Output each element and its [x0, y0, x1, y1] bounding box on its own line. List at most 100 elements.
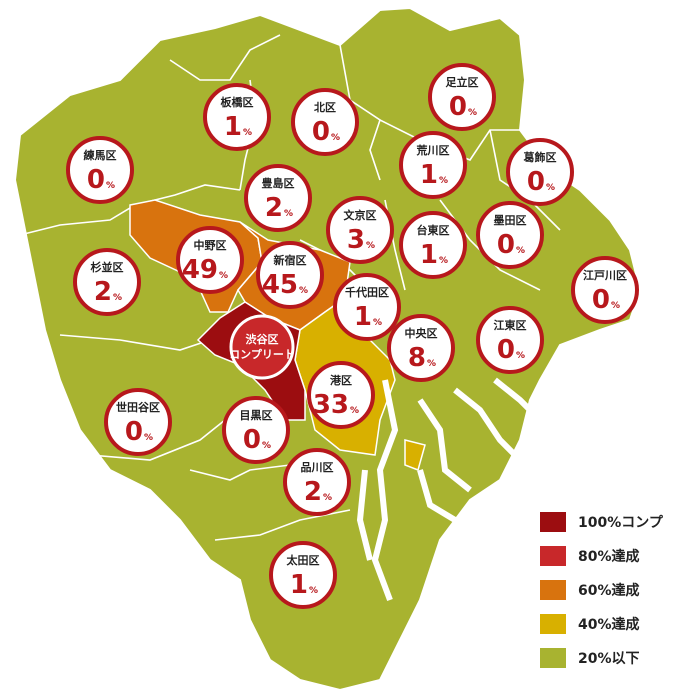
ward-circle	[269, 541, 337, 609]
ward-circle	[307, 361, 375, 429]
ward-badge-minato[interactable]: 港区 33%	[307, 361, 375, 429]
legend-item: 100%コンプ	[540, 505, 690, 539]
ward-percent-sign: %	[468, 108, 477, 118]
ward-name: 足立区	[446, 75, 479, 89]
ward-percent-value: 49	[182, 255, 218, 285]
ward-percent-value: 45	[262, 270, 298, 300]
ward-name: 江戸川区	[583, 268, 627, 282]
ward-circle	[476, 306, 544, 374]
ward-name: 豊島区	[262, 176, 295, 190]
ward-name: 墨田区	[494, 214, 527, 227]
ward-circle	[326, 196, 394, 264]
ward-circle	[256, 241, 324, 309]
ward-badge-koto[interactable]: 江東区 0%	[476, 306, 544, 374]
ward-name: 中野区	[194, 238, 227, 252]
legend-swatch	[540, 648, 566, 668]
legend-item: 80%達成	[540, 539, 690, 573]
ward-name: 荒川区	[416, 143, 450, 157]
ward-percent-value: 0	[497, 230, 515, 260]
ward-percent-sign: %	[243, 128, 252, 138]
ward-percent-sign: %	[219, 271, 228, 281]
region-chuo-40	[404, 439, 426, 471]
legend-swatch	[540, 546, 566, 566]
legend-item: 40%達成	[540, 607, 690, 641]
legend-label: 80%達成	[578, 549, 640, 565]
legend-swatch	[540, 512, 566, 532]
ward-name: 江東区	[494, 318, 527, 332]
ward-badge-setagaya[interactable]: 世田谷区 0%	[104, 388, 172, 456]
ward-badge-kita[interactable]: 北区 0%	[291, 88, 359, 156]
ward-badge-itabashi[interactable]: 板橋区 1%	[203, 83, 271, 151]
ward-badge-sumida[interactable]: 墨田区 0%	[476, 201, 544, 269]
shibuya-name: 渋谷区	[246, 332, 279, 346]
ward-percent-sign: %	[284, 209, 293, 219]
ward-badge-arakawa[interactable]: 荒川区 1%	[399, 131, 467, 199]
ward-circle	[244, 164, 312, 232]
ward-name: 杉並区	[91, 260, 124, 274]
ward-percent-sign: %	[516, 351, 525, 361]
ward-badge-bunkyo[interactable]: 文京区 3%	[326, 196, 394, 264]
shibuya-complete-badge[interactable]: 渋谷区 コンプリート	[229, 314, 295, 380]
ward-circle	[387, 314, 455, 382]
ward-percent-value: 0	[125, 417, 143, 447]
ward-percent-sign: %	[323, 493, 332, 503]
ward-percent-sign: %	[144, 433, 153, 443]
ward-name: 目黒区	[240, 409, 273, 422]
ward-percent-value: 0	[312, 117, 330, 147]
shibuya-complete-circle	[229, 314, 295, 380]
ward-badge-suginami[interactable]: 杉並区 2%	[73, 248, 141, 316]
legend-item: 60%達成	[540, 573, 690, 607]
ward-percent-sign: %	[113, 293, 122, 303]
ward-circle	[104, 388, 172, 456]
ward-percent-value: 1	[420, 240, 438, 270]
ward-badge-adachi[interactable]: 足立区 0%	[428, 63, 496, 131]
ward-percent-value: 1	[290, 570, 308, 600]
ward-percent-sign: %	[611, 301, 620, 311]
ward-badge-nakano[interactable]: 中野区 49%	[176, 226, 244, 294]
ward-name: 新宿区	[274, 253, 307, 267]
ward-badge-chiyoda[interactable]: 千代田区 1%	[333, 273, 401, 341]
ward-badge-meguro[interactable]: 目黒区 0%	[222, 396, 290, 464]
ward-percent-sign: %	[350, 406, 359, 416]
ward-badge-edogawa[interactable]: 江戸川区 0%	[571, 256, 639, 324]
ward-percent-sign: %	[366, 241, 375, 251]
ward-percent-value: 33	[313, 390, 349, 420]
ward-circle	[399, 131, 467, 199]
ward-percent-value: 0	[449, 92, 467, 122]
ward-badge-katsushika[interactable]: 葛飾区 0%	[506, 138, 574, 206]
ward-percent-sign: %	[106, 181, 115, 191]
ward-name: 文京区	[344, 208, 377, 222]
legend-label: 60%達成	[578, 583, 640, 599]
ward-percent-value: 1	[420, 160, 438, 190]
bay-waterways	[356, 377, 543, 602]
ward-circle	[176, 226, 244, 294]
ward-percent-value: 3	[347, 225, 365, 255]
ward-badge-toshima[interactable]: 豊島区 2%	[244, 164, 312, 232]
ward-badge-nerima[interactable]: 練馬区 0%	[66, 136, 134, 204]
ward-badge-chuo[interactable]: 中央区 8%	[387, 314, 455, 382]
ward-percent-sign: %	[299, 286, 308, 296]
ward-name: 世田谷区	[116, 400, 160, 414]
ward-badge-taito[interactable]: 台東区 1%	[399, 211, 467, 279]
ward-percent-sign: %	[427, 359, 436, 369]
ward-percent-sign: %	[262, 441, 271, 451]
ward-percent-value: 8	[408, 343, 426, 373]
ward-percent-value: 0	[592, 285, 610, 315]
ward-percent-sign: %	[309, 586, 318, 596]
ward-circle	[73, 248, 141, 316]
shibuya-status: コンプリート	[229, 347, 295, 361]
ward-badge-shinjuku[interactable]: 新宿区 45%	[256, 241, 324, 309]
ward-percent-value: 1	[354, 302, 372, 332]
ward-circle	[571, 256, 639, 324]
ward-percent-sign: %	[516, 246, 525, 256]
ward-percent-value: 0	[497, 335, 515, 365]
ward-name: 板橋区	[221, 95, 254, 109]
legend-item: 20%以下	[540, 641, 690, 675]
ward-badge-shinagawa[interactable]: 品川区 2%	[283, 448, 351, 516]
legend-label: 40%達成	[578, 617, 640, 633]
ward-labels: 足立区 0 % 板橋区 1 % 北区 0 % 練馬区 0 % 荒川区 1 % 葛飾区 0 % 豊島区 2% 文京区 3 % 台…	[66, 63, 639, 609]
ward-badge-ota[interactable]: 太田区 1%	[269, 541, 337, 609]
ward-percent-sign: %	[373, 318, 382, 328]
